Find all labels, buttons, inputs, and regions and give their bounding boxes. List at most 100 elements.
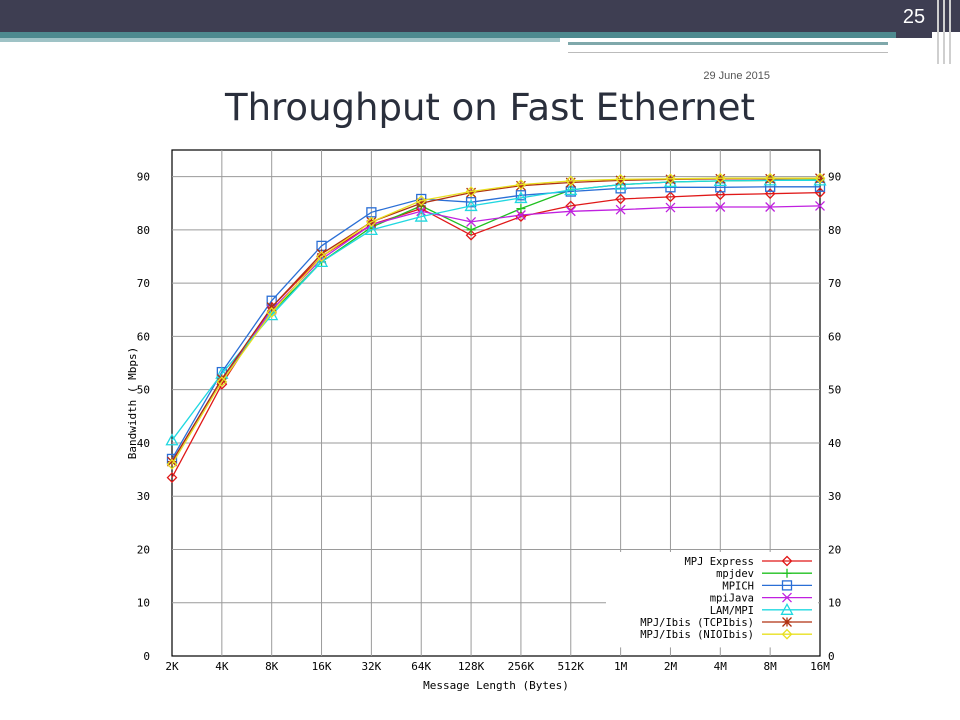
data-point [466, 216, 477, 227]
accent-stripe [0, 38, 560, 42]
x-tick-label: 8K [265, 660, 279, 673]
y-tick-label: 60 [137, 330, 150, 343]
legend-label: MPJ Express [684, 556, 754, 568]
data-point [515, 180, 526, 191]
data-point [565, 177, 576, 188]
series-line [171, 177, 820, 465]
legend-marker [780, 602, 794, 615]
data-point [415, 195, 427, 207]
legend-marker [781, 555, 793, 567]
x-tick-label: 2K [165, 660, 179, 673]
series-line [171, 179, 820, 441]
data-point [665, 173, 676, 185]
slide-date: 29 June 2015 [703, 70, 770, 82]
y-tick-label: 40 [137, 437, 150, 450]
data-point [665, 202, 676, 213]
x-tick-label: 16K [312, 660, 332, 673]
header-bar [0, 0, 960, 32]
decor-line [937, 0, 939, 64]
accent-stripe [568, 42, 888, 45]
data-point [665, 191, 676, 203]
x-tick-label: 256K [508, 660, 535, 673]
series-line [171, 205, 821, 462]
throughput-chart: 0 0 10 10 20 20 30 30 40 40 50 50 60 60 70 70 80 80 90 90 2K… [126, 149, 841, 692]
legend-box [606, 552, 818, 648]
legend-label: mpjdev [716, 568, 754, 580]
data-point [316, 248, 327, 259]
page-number: 25 [902, 6, 926, 28]
data-point [314, 255, 329, 268]
y-tick-label-right: 0 [828, 650, 835, 663]
legend-label: mpiJava [710, 593, 754, 605]
x-tick-label: 8M [764, 660, 778, 673]
data-point [464, 199, 478, 212]
data-point [565, 175, 577, 187]
data-point [614, 177, 628, 190]
y-tick-label: 90 [137, 171, 150, 184]
data-point [166, 472, 178, 483]
decor-line [949, 0, 951, 64]
data-point [516, 204, 526, 214]
y-axis-label: Bandwidth ( Mbps) [126, 347, 139, 460]
accent-rule [568, 52, 888, 53]
y-tick-label-right: 50 [828, 384, 841, 397]
data-point [465, 186, 477, 197]
data-point [615, 175, 626, 186]
data-point [615, 193, 627, 205]
y-tick-label: 30 [137, 490, 150, 503]
data-point [266, 307, 278, 318]
x-tick-label: 1M [614, 660, 628, 673]
data-point [465, 229, 477, 241]
data-point [364, 223, 378, 236]
x-tick-label: 2M [664, 660, 678, 673]
x-axis-label: Message Length (Bytes) [423, 679, 569, 692]
x-tick-label: 32K [361, 660, 381, 673]
legend-label: LAM/MPI [710, 605, 754, 617]
y-tick-label-right: 90 [828, 171, 841, 184]
slide-title: Throughput on Fast Ethernet [224, 86, 755, 129]
y-tick-label: 0 [143, 650, 150, 663]
legend-marker [781, 628, 793, 640]
data-point [165, 433, 179, 446]
y-tick-label-right: 40 [828, 437, 841, 450]
data-point [316, 251, 327, 262]
legend-label: MPICH [722, 580, 754, 592]
y-tick-label-right: 80 [828, 224, 841, 237]
x-tick-label: 64K [411, 660, 431, 673]
data-point [216, 374, 227, 384]
accent-stripe [0, 32, 900, 38]
data-point [466, 225, 476, 235]
data-point [515, 179, 527, 191]
data-point [365, 216, 377, 228]
x-tick-label: 16M [810, 660, 830, 673]
decor-line [943, 0, 945, 64]
series-line [171, 186, 820, 460]
x-tick-label: 512K [558, 660, 585, 673]
data-point [715, 202, 726, 212]
data-point [465, 197, 477, 208]
data-point [515, 190, 527, 201]
y-tick-label-right: 10 [828, 597, 841, 610]
legend-marker [781, 580, 793, 591]
data-point [714, 172, 726, 184]
data-point [565, 206, 576, 217]
y-tick-label: 10 [137, 597, 150, 610]
data-point [714, 189, 726, 201]
data-point [414, 209, 428, 222]
data-point [514, 191, 528, 204]
y-tick-label: 50 [137, 384, 150, 397]
data-point [764, 172, 776, 184]
data-point [166, 458, 178, 470]
data-point [466, 187, 477, 198]
data-point [615, 204, 626, 215]
y-tick-label-right: 60 [828, 330, 841, 343]
data-point [167, 456, 177, 467]
y-tick-label-right: 20 [828, 543, 841, 556]
data-point [814, 172, 826, 184]
legend-marker [782, 568, 792, 578]
y-tick-label: 70 [137, 277, 150, 290]
data-point [764, 188, 776, 200]
legend-label: MPJ/Ibis (TCPIbis) [640, 617, 754, 629]
legend-marker [782, 617, 792, 627]
data-point [515, 210, 526, 220]
